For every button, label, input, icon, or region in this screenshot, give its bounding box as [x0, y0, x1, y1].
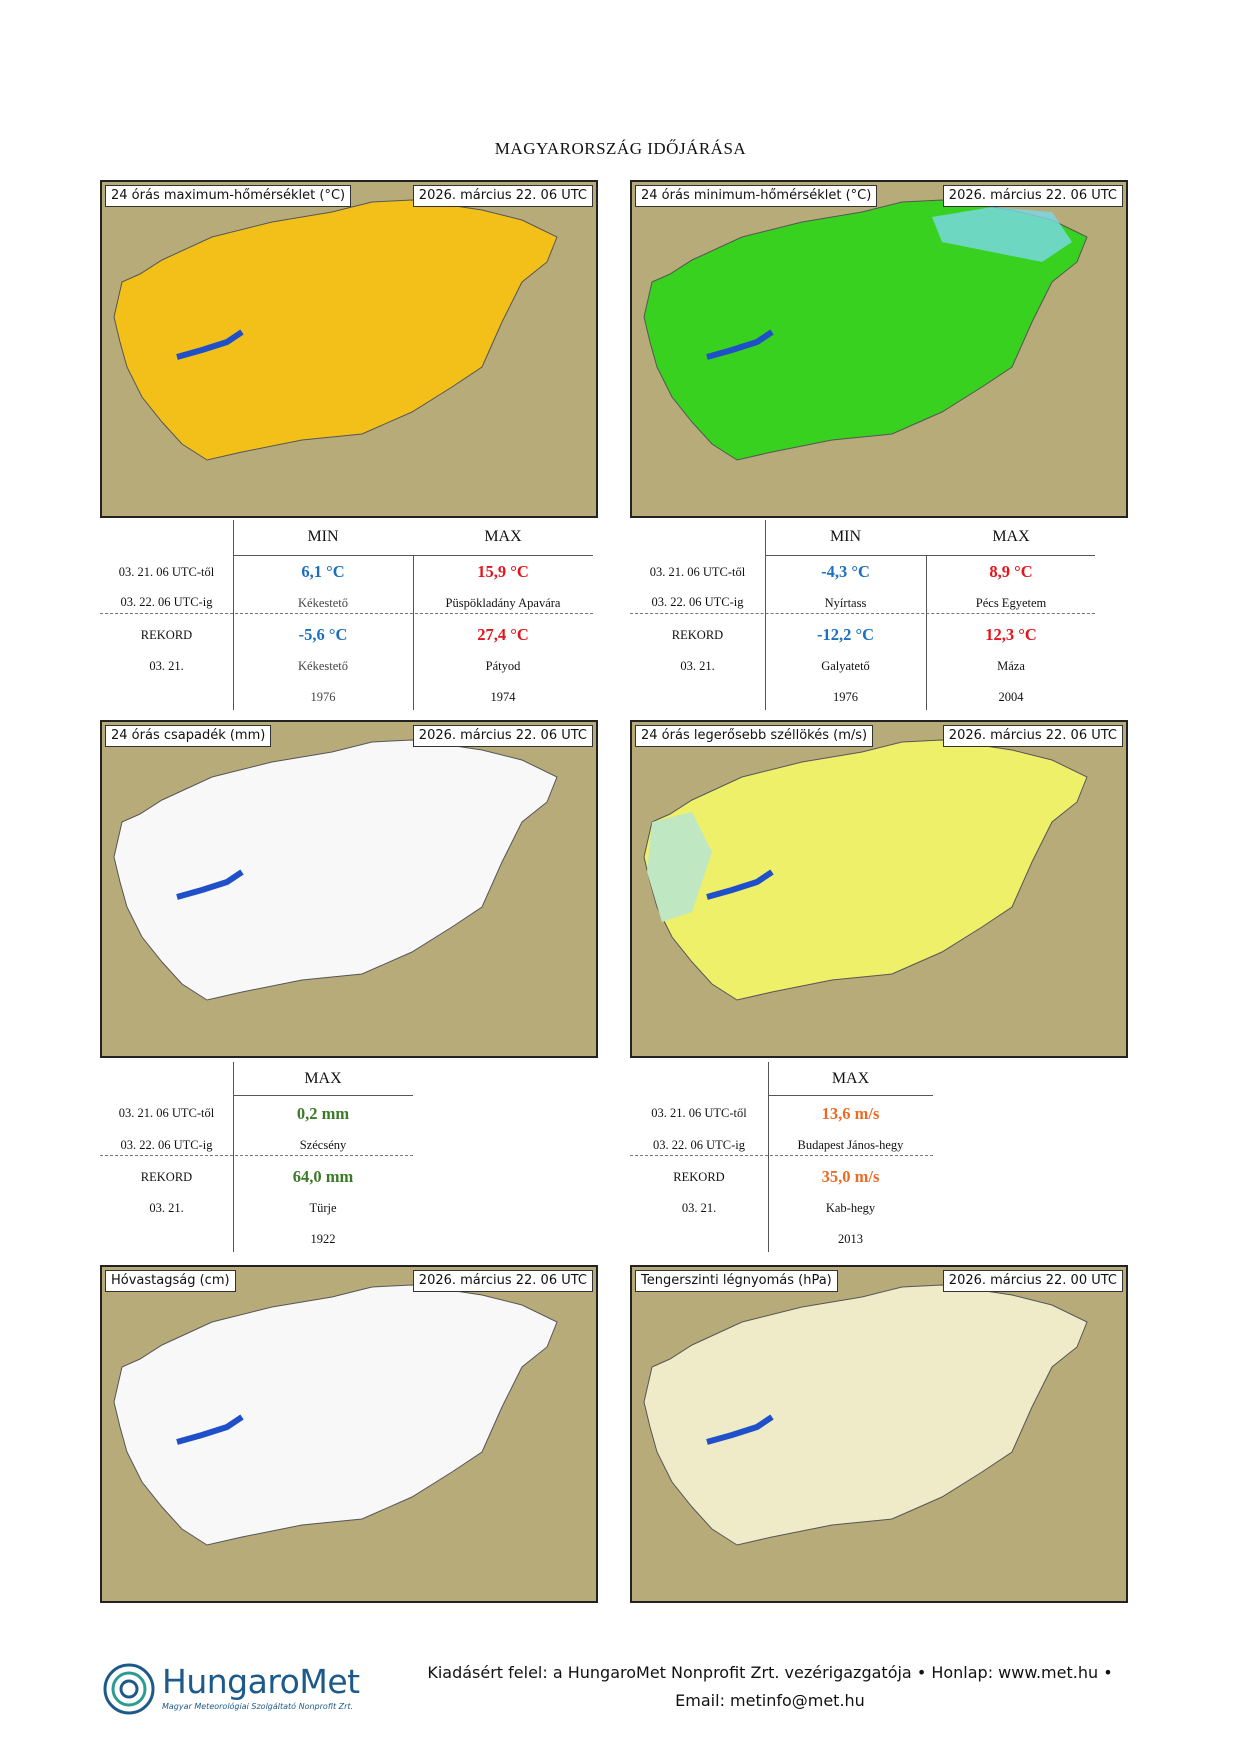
- record-max-year: 2004: [998, 690, 1024, 704]
- snow-map-title: Hóvastagság (cm): [105, 1270, 236, 1292]
- record-max-place: Máza: [997, 659, 1025, 673]
- record-max-value: 64,0 mm: [292, 1167, 354, 1186]
- max-header: MAX: [992, 528, 1030, 545]
- pressure-map: Tengerszinti légnyomás (hPa) 2026. márci…: [630, 1265, 1128, 1603]
- precip-map: 24 órás csapadék (mm) 2026. március 22. …: [100, 720, 598, 1058]
- precip-stats: MAX 03. 21. 06 UTC-től 03. 22. 06 UTC-ig…: [100, 1062, 420, 1252]
- record-label: REKORD: [671, 628, 724, 642]
- min-value: 6,1 °C: [301, 562, 345, 581]
- swirl-icon: [103, 1663, 155, 1715]
- record-max-place: Kab-hegy: [825, 1201, 876, 1215]
- record-min-place: Kékestető: [298, 659, 348, 673]
- record-max-place: Pátyod: [485, 659, 521, 673]
- snow-map-graphic: [102, 1267, 596, 1601]
- wind-map-date: 2026. március 22. 06 UTC: [942, 725, 1123, 747]
- pressure-map-title: Tengerszinti légnyomás (hPa): [635, 1270, 838, 1292]
- hungaromet-logo: HungaroMet Magyar Meteorológiai Szolgált…: [100, 1660, 370, 1720]
- max-temp-map-graphic: [102, 182, 596, 516]
- max-header: MAX: [484, 528, 522, 545]
- logo-text: HungaroMet: [162, 1662, 360, 1701]
- footer: Kiadásért felel: a HungaroMet Nonprofit …: [390, 1659, 1150, 1715]
- record-max-value: 12,3 °C: [985, 625, 1037, 644]
- pressure-map-date: 2026. március 22. 00 UTC: [942, 1270, 1123, 1292]
- max-value: 8,9 °C: [989, 562, 1033, 581]
- wind-map-graphic: [632, 722, 1126, 1056]
- period-from: 03. 21. 06 UTC-től: [651, 1106, 747, 1120]
- record-max-value: 35,0 m/s: [821, 1167, 880, 1186]
- min-temp-map: 24 órás minimum-hőmérséklet (°C) 2026. m…: [630, 180, 1128, 518]
- record-label: REKORD: [140, 1170, 193, 1184]
- period-from: 03. 21. 06 UTC-től: [118, 565, 215, 579]
- precip-map-title: 24 órás csapadék (mm): [105, 725, 272, 747]
- min-header: MIN: [307, 528, 339, 545]
- min-temp-map-title: 24 órás minimum-hőmérséklet (°C): [635, 185, 878, 207]
- wind-map: 24 órás legerősebb széllökés (m/s) 2026.…: [630, 720, 1128, 1058]
- max-place: Szécsény: [299, 1138, 347, 1152]
- pressure-map-graphic: [632, 1267, 1126, 1601]
- max-value: 0,2 mm: [296, 1104, 350, 1123]
- record-label: REKORD: [140, 628, 193, 642]
- min-header: MIN: [829, 528, 862, 545]
- min-place: Kékestető: [298, 596, 348, 610]
- max-value: 13,6 m/s: [821, 1104, 880, 1123]
- precip-map-date: 2026. március 22. 06 UTC: [412, 725, 593, 747]
- record-max-place: Türje: [309, 1201, 337, 1215]
- record-label: REKORD: [673, 1170, 725, 1184]
- footer-line-2: Email: metinfo@met.hu: [675, 1691, 865, 1710]
- snow-map: Hóvastagság (cm) 2026. március 22. 06 UT…: [100, 1265, 598, 1603]
- record-date: 03. 21.: [149, 659, 184, 673]
- min-value: -4,3 °C: [821, 562, 870, 581]
- footer-line-1: Kiadásért felel: a HungaroMet Nonprofit …: [427, 1663, 1113, 1682]
- max-place: Pécs Egyetem: [975, 596, 1047, 610]
- record-max-value: 27,4 °C: [477, 625, 529, 644]
- max-temp-stats: MIN MAX 03. 21. 06 UTC-től 03. 22. 06 UT…: [100, 520, 600, 710]
- period-to: 03. 22. 06 UTC-ig: [652, 1138, 745, 1152]
- record-date: 03. 21.: [680, 659, 715, 673]
- min-temp-map-graphic: [632, 182, 1126, 516]
- max-temp-map-title: 24 órás maximum-hőmérséklet (°C): [105, 185, 352, 207]
- max-place: Püspökladány Apavára: [445, 596, 561, 610]
- page-title: MAGYARORSZÁG IDŐJÁRÁSA: [494, 139, 747, 158]
- max-place: Budapest János-hegy: [797, 1138, 904, 1152]
- record-date: 03. 21.: [681, 1201, 717, 1215]
- record-min-year: 1976: [310, 690, 336, 704]
- min-place: Nyírtass: [824, 596, 867, 610]
- precip-map-graphic: [102, 722, 596, 1056]
- record-min-place: Galyatető: [821, 659, 870, 673]
- record-min-value: -12,2 °C: [816, 625, 874, 644]
- max-header: MAX: [831, 1070, 870, 1087]
- record-date: 03. 21.: [149, 1201, 184, 1215]
- wind-stats: MAX 03. 21. 06 UTC-től 03. 22. 06 UTC-ig…: [630, 1062, 950, 1252]
- min-temp-stats: MIN MAX 03. 21. 06 UTC-től 03. 22. 06 UT…: [630, 520, 1130, 710]
- period-to: 03. 22. 06 UTC-ig: [120, 1138, 213, 1152]
- period-from: 03. 21. 06 UTC-től: [118, 1106, 215, 1120]
- record-max-year: 1974: [490, 690, 516, 704]
- record-max-year: 2013: [838, 1232, 863, 1246]
- period-from: 03. 21. 06 UTC-től: [649, 565, 746, 579]
- wind-map-title: 24 órás legerősebb széllökés (m/s): [635, 725, 874, 747]
- record-max-year: 1922: [310, 1232, 336, 1246]
- period-to: 03. 22. 06 UTC-ig: [651, 595, 744, 609]
- record-min-year: 1976: [833, 690, 858, 704]
- period-to: 03. 22. 06 UTC-ig: [120, 595, 213, 609]
- min-temp-map-date: 2026. március 22. 06 UTC: [942, 185, 1123, 207]
- max-header: MAX: [304, 1070, 342, 1087]
- snow-map-date: 2026. március 22. 06 UTC: [412, 1270, 593, 1292]
- max-temp-map: 24 órás maximum-hőmérséklet (°C) 2026. m…: [100, 180, 598, 518]
- max-value: 15,9 °C: [477, 562, 529, 581]
- max-temp-map-date: 2026. március 22. 06 UTC: [412, 185, 593, 207]
- record-min-value: -5,6 °C: [298, 625, 348, 644]
- logo-subtitle: Magyar Meteorológiai Szolgáltató Nonprof…: [162, 1702, 354, 1711]
